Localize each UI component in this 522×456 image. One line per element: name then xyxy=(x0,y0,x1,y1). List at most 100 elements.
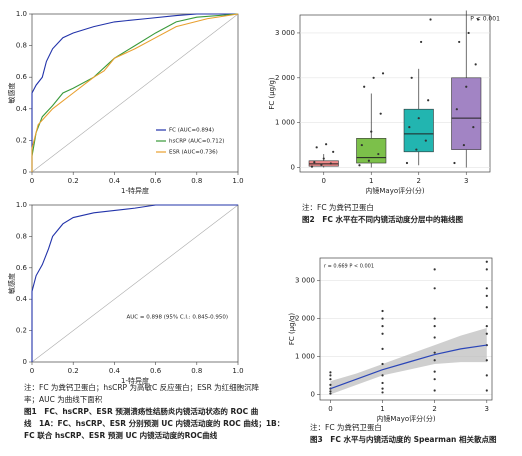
y-tick-label: 1 000 xyxy=(275,119,295,127)
data-point xyxy=(474,63,477,66)
roc-curve xyxy=(31,13,239,172)
data-point xyxy=(485,294,488,297)
data-point xyxy=(410,76,413,79)
roc-curve xyxy=(31,13,238,172)
data-point xyxy=(381,309,384,313)
x-axis-label: 1-特异度 xyxy=(121,186,149,195)
annotation: r = 0.669 P < 0.001 xyxy=(324,264,374,270)
x-tick-label: 0.2 xyxy=(68,367,79,375)
legend-label: hsCRP (AUC=0.712) xyxy=(169,139,224,145)
data-point xyxy=(433,287,436,290)
y-tick-label: 3 000 xyxy=(275,29,295,37)
data-point xyxy=(310,165,314,168)
data-point xyxy=(363,85,366,88)
y-axis-label: 敏感度 xyxy=(7,83,16,104)
data-point xyxy=(485,389,488,392)
y-tick-label: 1.0 xyxy=(16,10,27,18)
x-tick-label: 0 xyxy=(30,177,34,185)
plot-frame xyxy=(299,14,491,173)
data-point xyxy=(485,306,488,309)
data-point xyxy=(462,143,465,147)
data-point xyxy=(458,40,461,44)
y-tick-label: 0 xyxy=(23,358,27,366)
data-point xyxy=(329,390,332,393)
figure-note: 注：FC 为粪钙卫蛋白；hsCRP 为高敏C 反应蛋白；ESR 为红细胞沉降 xyxy=(24,382,260,392)
x-tick-label: 3 xyxy=(485,405,489,413)
x-tick-label: 0.8 xyxy=(191,177,202,185)
data-point xyxy=(379,112,382,115)
figure-caption: 线 1A：FC、hsCRP、ESR 分别预测 UC 内镜活动度的 ROC 曲线；… xyxy=(24,418,284,429)
x-tick-label: 2 xyxy=(432,405,436,413)
y-axis-label: FC (μg/g) xyxy=(288,313,296,346)
figure-caption: FC 联合 hsCRP、ESR 预测 UC 内镜活动度的ROC曲线 xyxy=(24,430,218,440)
data-point xyxy=(367,159,370,162)
data-point xyxy=(329,371,332,374)
data-point xyxy=(433,317,436,320)
y-tick-label: 0.2 xyxy=(16,136,27,144)
data-point xyxy=(433,351,436,354)
legend-label: FC (AUC=0.894) xyxy=(169,128,214,134)
data-point xyxy=(381,332,384,335)
reference-diagonal xyxy=(31,13,239,173)
y-tick-label: 3 000 xyxy=(295,277,315,285)
data-point xyxy=(329,392,332,395)
data-point xyxy=(485,325,488,328)
x-tick-label: 0 xyxy=(30,367,34,375)
annotation: AUC = 0.898 (95% C.I.: 0.845-0.950) xyxy=(126,315,228,321)
data-point xyxy=(476,18,480,21)
data-point xyxy=(381,391,384,394)
y-tick-label: 0.4 xyxy=(16,295,28,303)
data-point xyxy=(433,268,436,271)
x-axis-label: 内镜Mayo评分(分) xyxy=(376,414,435,423)
data-point xyxy=(433,336,436,339)
figure-caption: 图2 FC 水平在不同内镜活动度分层中的箱线图 xyxy=(302,214,463,224)
box xyxy=(451,77,482,150)
data-point xyxy=(381,317,384,320)
x-tick-label: 1.0 xyxy=(232,367,243,375)
x-tick-label: 0.6 xyxy=(150,367,162,375)
x-axis-label: 1-特异度 xyxy=(121,376,149,385)
data-point xyxy=(381,325,384,328)
data-point xyxy=(370,130,373,133)
data-point xyxy=(485,374,488,377)
y-axis-label: 敏感度 xyxy=(7,273,16,294)
data-point xyxy=(360,143,363,147)
y-tick-label: 0 xyxy=(291,164,295,172)
data-point xyxy=(427,99,430,102)
data-point xyxy=(381,347,384,350)
y-tick-label: 2 000 xyxy=(275,74,295,82)
data-point xyxy=(329,162,332,165)
figure-note: 率；AUC 为曲线下面积 xyxy=(24,394,103,404)
y-tick-label: 0.6 xyxy=(16,73,28,81)
y-tick-label: 0 xyxy=(23,168,27,176)
data-point xyxy=(424,139,427,142)
data-point xyxy=(433,359,436,362)
y-tick-label: 0.8 xyxy=(16,42,27,50)
data-point xyxy=(467,31,470,35)
x-tick-label: 0 xyxy=(322,177,326,185)
data-point xyxy=(315,146,318,149)
data-point xyxy=(381,381,384,385)
x-tick-label: 0.4 xyxy=(109,367,121,375)
data-point xyxy=(420,40,423,44)
data-point xyxy=(325,143,328,146)
x-axis-label: 内镜Mayo评分(分) xyxy=(365,186,424,195)
data-point xyxy=(329,378,332,381)
roc-curve xyxy=(31,204,238,362)
y-tick-label: 0 xyxy=(311,390,315,398)
data-point xyxy=(313,161,316,164)
x-tick-label: 0.8 xyxy=(191,367,202,375)
data-point xyxy=(332,150,335,153)
data-point xyxy=(417,117,420,120)
y-tick-label: 0.6 xyxy=(16,264,28,272)
data-point xyxy=(329,374,332,377)
x-tick-label: 0.4 xyxy=(109,177,121,185)
data-point xyxy=(453,161,456,165)
data-point xyxy=(472,126,475,129)
plot-frame xyxy=(319,257,493,401)
data-point xyxy=(408,126,411,129)
data-point xyxy=(405,161,409,165)
y-tick-label: 0.4 xyxy=(16,105,28,113)
data-point xyxy=(433,378,436,381)
